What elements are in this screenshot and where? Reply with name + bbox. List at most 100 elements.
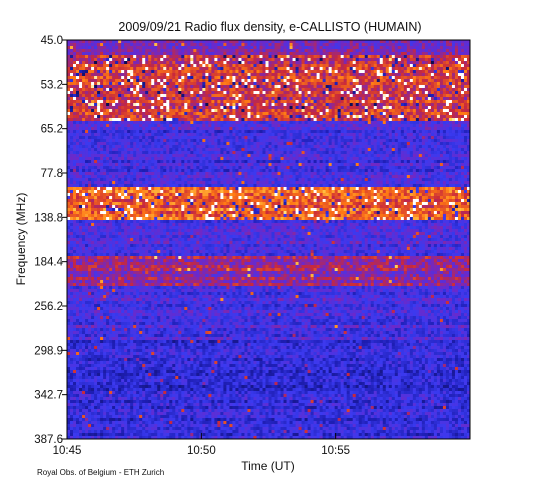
heatmap-cell [136,148,140,152]
heatmap-cell [193,61,197,65]
heatmap-cell [439,100,444,104]
heatmap-cell [409,82,414,86]
heatmap-cell [121,43,125,47]
heatmap-cell [310,82,315,86]
heatmap-cell [223,112,227,116]
heatmap-cell [424,58,429,62]
heatmap-cell [262,73,266,77]
heatmap-cell [220,139,224,143]
heatmap-cell [67,55,71,59]
heatmap-cell [124,46,128,50]
heatmap-cell [82,133,86,137]
heatmap-cell [73,103,77,107]
heatmap-cell [124,79,128,83]
heatmap-cell [406,145,411,149]
heatmap-cell [460,124,465,128]
heatmap-cell [199,79,203,83]
heatmap-cell [397,142,402,146]
heatmap-cell [124,43,128,47]
heatmap-cell [421,52,426,56]
heatmap-cell [97,109,101,113]
heatmap-cell [145,112,149,116]
heatmap-cell [358,142,363,146]
heatmap-cell [100,139,104,143]
heatmap-cell [397,106,402,110]
heatmap-cell [244,91,248,95]
heatmap-cell [106,73,110,77]
heatmap-cell [151,85,155,89]
heatmap-cell [346,145,351,149]
heatmap-cell [160,118,164,122]
heatmap-cell [115,133,119,137]
heatmap-cell [124,142,128,146]
heatmap-cell [85,82,89,86]
heatmap-cell [247,136,251,140]
heatmap-cell [247,94,251,98]
heatmap-cell [376,139,381,143]
heatmap-cell [220,112,224,116]
heatmap-cell [94,124,98,128]
heatmap-cell [94,109,98,113]
heatmap-cell [328,148,333,152]
heatmap-cell [400,109,405,113]
heatmap-cell [268,145,272,149]
heatmap-cell [136,151,140,155]
heatmap-cell [367,94,372,98]
heatmap-cell [244,85,248,89]
heatmap-cell [352,124,357,128]
heatmap-cell [319,127,324,131]
heatmap-cell [121,76,125,80]
heatmap-cell [115,139,119,143]
heatmap-cell [340,145,345,149]
heatmap-cell [94,151,98,155]
heatmap-cell [400,124,405,128]
heatmap-cell [457,106,462,110]
heatmap-cell [337,85,342,89]
heatmap-cell [376,142,381,146]
heatmap-cell [256,46,260,50]
heatmap-cell [346,121,351,125]
heatmap-cell [295,118,299,122]
heatmap-cell [82,112,86,116]
heatmap-cell [445,76,450,80]
heatmap-cell [262,112,266,116]
heatmap-cell [82,88,86,92]
heatmap-cell [184,40,188,44]
heatmap-cell [433,127,438,131]
heatmap-cell [307,73,312,77]
heatmap-cell [460,58,465,62]
heatmap-cell [277,100,281,104]
heatmap-cell [253,79,257,83]
heatmap-cell [238,49,242,53]
heatmap-cell [436,94,441,98]
heatmap-cell [166,61,170,65]
heatmap-cell [259,130,263,134]
heatmap-cell [76,112,80,116]
heatmap-cell [355,97,360,101]
heatmap-cell [190,94,194,98]
heatmap-cell [112,70,116,74]
heatmap-cell [301,136,305,140]
heatmap-cell [175,40,179,44]
heatmap-cell [382,106,387,110]
heatmap-cell [307,49,312,53]
heatmap-cell [157,136,161,140]
heatmap-cell [415,82,420,86]
heatmap-cell [226,145,230,149]
heatmap-cell [403,52,408,56]
heatmap-cell [313,127,318,131]
heatmap-cell [334,139,339,143]
heatmap-cell [193,127,197,131]
heatmap-cell [391,109,396,113]
heatmap-cell [415,103,420,107]
heatmap-cell [70,82,74,86]
heatmap-cell [148,106,152,110]
heatmap-cell [109,88,113,92]
heatmap-cell [217,115,221,119]
heatmap-cell [193,46,197,50]
heatmap-cell [424,106,429,110]
heatmap-cell [373,52,378,56]
heatmap-cell [202,145,206,149]
heatmap-cell [97,139,101,143]
heatmap-cell [271,130,275,134]
